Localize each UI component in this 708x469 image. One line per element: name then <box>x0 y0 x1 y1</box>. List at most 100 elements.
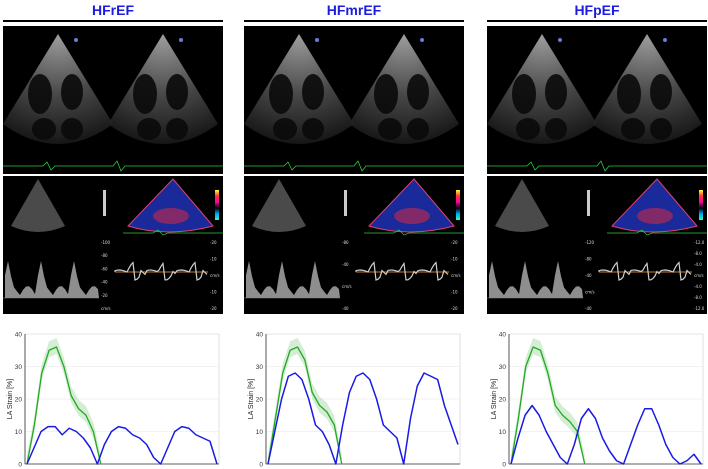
doppler-scale-label: cm/s <box>585 290 595 295</box>
doppler-scale-label: -80 <box>342 240 349 245</box>
tdi-velocity-trace <box>114 261 208 281</box>
cardiac-chamber <box>137 118 161 140</box>
series-line-reference <box>26 346 102 465</box>
probe-marker <box>74 38 78 42</box>
doppler-svg: -80 -40 cm/s -40 -20 -10 cm/s -10 -20 <box>244 240 461 311</box>
apical-echo-images <box>244 26 464 174</box>
panel-title: HFmrEF <box>326 2 382 18</box>
pw-doppler-spectrum <box>5 261 99 298</box>
y-axis-label: LA Strain [%] <box>248 379 255 420</box>
tdi-scale-label: -12.0 <box>694 306 705 311</box>
doppler-svg: -100 -80 -60 -40 -20 cm/s -20 -10 cm/s -10 -20 <box>3 240 220 311</box>
pulsed-wave-doppler-trace: -100 -80 -60 -40 -20 cm/s -20 -10 cm/s -10 -20 <box>3 236 223 314</box>
ultrasound-sector <box>592 34 702 144</box>
y-tick-label: 10 <box>499 429 507 436</box>
cardiac-chamber <box>166 118 188 140</box>
tdi-scale-label: -4.0 <box>694 284 702 289</box>
color-tissue-doppler-images <box>244 176 464 236</box>
ultrasound-sector <box>244 34 354 144</box>
y-tick-label: 10 <box>15 429 23 436</box>
apical-echo-images <box>487 26 707 174</box>
cardiac-chamber <box>28 74 52 114</box>
grayscale-bar <box>587 190 590 216</box>
title-divider <box>3 20 223 22</box>
ultrasound-sector <box>487 34 597 144</box>
cardiac-chamber <box>650 118 672 140</box>
color-tdi-sector <box>368 178 455 233</box>
velocity-color-bar <box>215 190 219 220</box>
reference-confidence-band <box>27 338 101 464</box>
tdi-scale-label: -4.0 <box>694 262 702 267</box>
color-tdi-sector <box>611 178 698 233</box>
y-tick-label: 0 <box>18 461 22 468</box>
echo-sector-svg <box>3 34 223 172</box>
color-flow-region <box>153 208 189 224</box>
series-line-reference <box>267 346 343 465</box>
ecg-trace <box>3 160 223 172</box>
tdi-scale-label: -10 <box>210 290 217 295</box>
panel-hfmref: HFmrEF -80 -40 cm/s -40 -20 -10 cm/s -10 -20 0 10… <box>244 0 464 469</box>
cardiac-chamber <box>302 74 324 110</box>
doppler-svg: -120 -80 -40 cm/s -40 -12.0 -8.0 -4.0 cm/s -4.0 -8… <box>487 240 705 311</box>
tdi-scale-label: -10 <box>451 257 458 262</box>
doppler-scale-label: -80 <box>101 253 108 258</box>
cardiac-chamber <box>61 118 83 140</box>
y-tick-label: 40 <box>256 331 264 338</box>
doppler-scale-label: -40 <box>342 262 349 267</box>
cardiac-chamber <box>302 118 324 140</box>
doppler-scale-label: -80 <box>585 257 592 262</box>
y-tick-label: 0 <box>502 461 506 468</box>
tdi-scale-label: -20 <box>210 240 217 245</box>
echo-mid-svg <box>252 178 464 236</box>
y-tick-label: 30 <box>499 364 507 371</box>
title-divider <box>487 20 707 22</box>
grayscale-bar <box>103 190 106 216</box>
y-tick-label: 40 <box>499 331 507 338</box>
velocity-color-bar <box>699 190 703 220</box>
tdi-scale-label: cm/s <box>210 273 220 278</box>
doppler-scale-label: -40 <box>101 280 108 285</box>
cardiac-chamber <box>166 74 188 110</box>
pw-doppler-spectrum <box>246 261 340 298</box>
cardiac-chamber <box>32 118 56 140</box>
series-line-patient <box>510 404 702 465</box>
y-tick-label: 30 <box>256 364 264 371</box>
ultrasound-sector <box>349 34 459 144</box>
panel-title: HFrEF <box>92 2 134 18</box>
cardiac-chamber <box>617 74 641 114</box>
panel-title: HFpEF <box>574 2 620 18</box>
doppler-scale-label: -40 <box>342 306 349 311</box>
tdi-scale-label: -12.0 <box>694 240 705 245</box>
y-tick-label: 20 <box>256 396 264 403</box>
doppler-scale-label: -120 <box>585 240 595 245</box>
doppler-scale-label: cm/s <box>342 284 352 289</box>
tdi-velocity-trace <box>355 261 449 281</box>
pulsed-wave-doppler-trace: -80 -40 cm/s -40 -20 -10 cm/s -10 -20 <box>244 236 464 314</box>
doppler-scale-label: -100 <box>101 240 111 245</box>
tdi-scale-label: cm/s <box>451 273 461 278</box>
velocity-color-bar <box>456 190 460 220</box>
series-line-reference <box>510 346 586 465</box>
cardiac-chamber <box>407 74 429 110</box>
probe-marker <box>663 38 667 42</box>
doppler-scale-label: cm/s <box>101 306 111 311</box>
panel-hfpef: HFpEF -120 -80 -40 cm/s -40 -12.0 -8.0 -4.0 cm/s… <box>487 0 707 469</box>
doppler-scale-label: -20 <box>101 293 108 298</box>
tdi-scale-label: -8.0 <box>694 295 702 300</box>
color-tissue-doppler-images <box>487 176 707 236</box>
tdi-scale-label: -10 <box>451 290 458 295</box>
echo-mid-svg <box>11 178 223 236</box>
color-tdi-sector <box>127 178 214 233</box>
bmode-mini-sector <box>495 179 549 232</box>
title-divider <box>244 20 464 22</box>
cardiac-chamber <box>378 118 402 140</box>
panel-hfref: HFrEF -100 -80 -60 -40 -20 cm/s -20 -10 cm/s -10-… <box>3 0 223 469</box>
tdi-scale-label: cm/s <box>694 273 704 278</box>
echo-mid-svg <box>495 178 707 236</box>
doppler-scale-label: -60 <box>101 266 108 271</box>
reference-confidence-band <box>268 338 342 464</box>
y-tick-label: 30 <box>15 364 23 371</box>
tdi-scale-label: -20 <box>210 306 217 311</box>
la-strain-chart: 0 10 20 30 40 LA Strain [%] <box>7 331 220 468</box>
cardiac-chamber <box>407 118 429 140</box>
